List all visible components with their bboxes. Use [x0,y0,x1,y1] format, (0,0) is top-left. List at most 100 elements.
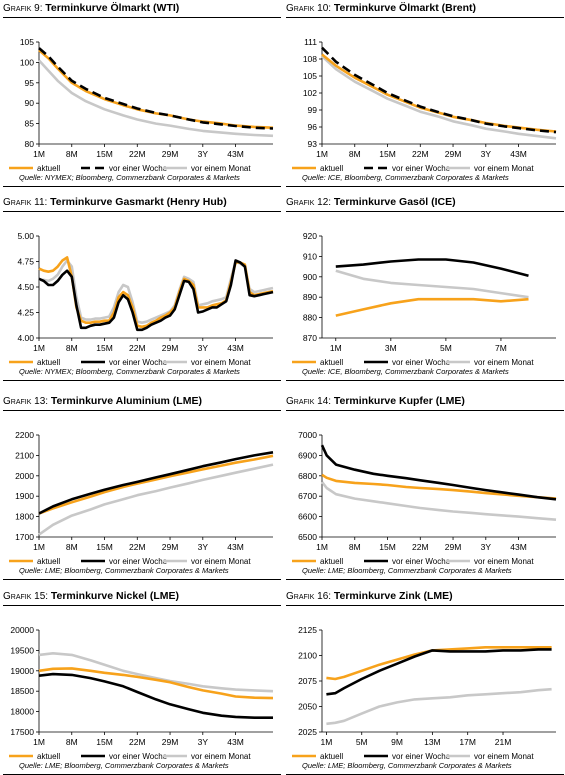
y-tick-label: 2125 [298,625,317,635]
series-line-vor-einem-Monat [38,463,274,536]
chart-title: Grafik 11: Terminkurve Gasmarkt (Henry H… [3,196,227,208]
y-tick-label: 1900 [15,491,34,501]
source-note: Quelle: ICE, Bloomberg, Commerzbank Corp… [302,173,509,182]
legend: aktuell vor einer Woche vor einem Monat [9,358,251,367]
y-tick-label: 105 [20,37,34,47]
figure-number: Grafik 14: [286,396,334,407]
legend-label: vor einer Woche [109,557,168,566]
series-line-vor-einem-Monat [320,481,557,521]
legend: aktuell vor einer Woche vor einem Monat [292,752,534,761]
bottom-rule [3,579,281,580]
y-tick-label: 2050 [298,702,317,712]
series-line-vor-einer-Woche [38,259,274,332]
series-line-aktuell [321,473,557,500]
x-tick-label: 13M [424,737,441,747]
y-tick-label: 4.25 [17,308,34,318]
x-tick-label: 22M [412,149,429,159]
y-tick-label: 17500 [10,727,34,737]
legend-label: vor einem Monat [191,358,251,367]
y-tick-label: 102 [303,88,317,98]
y-tick-label: 7000 [298,430,317,440]
chart-panel: Grafik 16: Terminkurve Zink (LME) 2125 210… [286,590,564,775]
y-tick-label: 105 [303,71,317,81]
chart-title-text: Terminkurve Gasöl (ICE) [333,196,456,208]
legend-label: aktuell [37,164,60,173]
title-rule [286,17,564,18]
x-tick-label: 22M [129,542,146,552]
y-tick-label: 880 [303,313,317,323]
y-tick-label: 6700 [298,491,317,501]
x-tick-label: 3Y [481,542,492,552]
x-tick-label: 8M [66,149,78,159]
y-tick-label: 1800 [15,512,34,522]
y-tick-label: 2100 [15,450,34,460]
x-tick-label: 43M [227,542,244,552]
series-line-vor-einer-Woche [320,444,557,501]
x-tick-label: 1M [321,737,333,747]
legend-label: vor einem Monat [191,557,251,566]
series-line-vor-einem-Monat [321,55,557,140]
source-note: Quelle: LME; Bloomberg, Commerzbank Corp… [19,566,229,575]
legend-label: vor einer Woche [109,752,168,761]
legend: aktuell vor einer Woche vor einem Monat [292,358,534,367]
figure-number: Grafik 11: [3,197,51,208]
legend-label: aktuell [37,752,60,761]
x-tick-label: 3Y [198,149,209,159]
x-tick-label: 21M [495,737,512,747]
y-tick-label: 6800 [298,471,317,481]
series-line-aktuell [321,53,557,133]
y-tick-label: 1700 [15,532,34,542]
x-tick-label: 3Y [198,343,209,353]
chart-title-text: Terminkurve Ölmarkt (WTI) [45,2,180,14]
line-chart: 2125 2100 2075 2050 2025 1M 5M 9M 13M 17M 21M aktue… [292,625,556,761]
series-line-aktuell [38,454,274,515]
legend-label: aktuell [320,164,343,173]
x-tick-label: 29M [162,737,179,747]
chart-title: Grafik 14: Terminkurve Kupfer (LME) [286,395,465,407]
x-tick-label: 3M [385,343,397,353]
y-tick-label: 2000 [15,471,34,481]
legend-label: vor einem Monat [474,557,534,566]
legend-label: aktuell [37,557,60,566]
y-tick-label: 20000 [10,625,34,635]
y-tick-label: 920 [303,231,317,241]
x-tick-label: 3Y [198,542,209,552]
x-tick-label: 29M [162,343,179,353]
y-tick-label: 910 [303,251,317,261]
legend-label: vor einem Monat [191,752,251,761]
y-tick-label: 5.00 [17,231,34,241]
chart-title-text: Terminkurve Ölmarkt (Brent) [333,2,477,14]
chart-title: Grafik 15: Terminkurve Nickel (LME) [3,590,179,602]
x-tick-label: 15M [379,149,396,159]
y-tick-label: 90 [25,98,35,108]
legend-label: vor einem Monat [474,164,534,173]
legend-label: vor einer Woche [109,164,168,173]
x-tick-label: 1M [316,149,328,159]
series-line-aktuell [38,667,274,700]
y-tick-label: 4.75 [17,257,34,267]
title-rule [286,211,564,212]
x-tick-label: 1M [33,343,45,353]
x-tick-label: 43M [510,542,527,552]
y-tick-label: 6500 [298,532,317,542]
legend: aktuell vor einer Woche vor einem Monat [292,557,534,566]
legend-label: vor einer Woche [109,358,168,367]
y-tick-label: 890 [303,292,317,302]
title-rule [3,211,281,212]
chart-title-text: Terminkurve Zink (LME) [333,590,453,602]
title-rule [3,410,281,411]
x-tick-label: 15M [96,343,113,353]
series-line-vor-einem-Monat [326,687,552,726]
y-tick-label: 93 [308,139,318,149]
series-line-vor-einer-Woche [321,46,557,134]
x-tick-label: 15M [96,737,113,747]
y-tick-label: 870 [303,333,317,343]
y-tick-label: 85 [25,119,35,129]
chart-title: Grafik 12: Terminkurve Gasöl (ICE) [286,196,456,208]
